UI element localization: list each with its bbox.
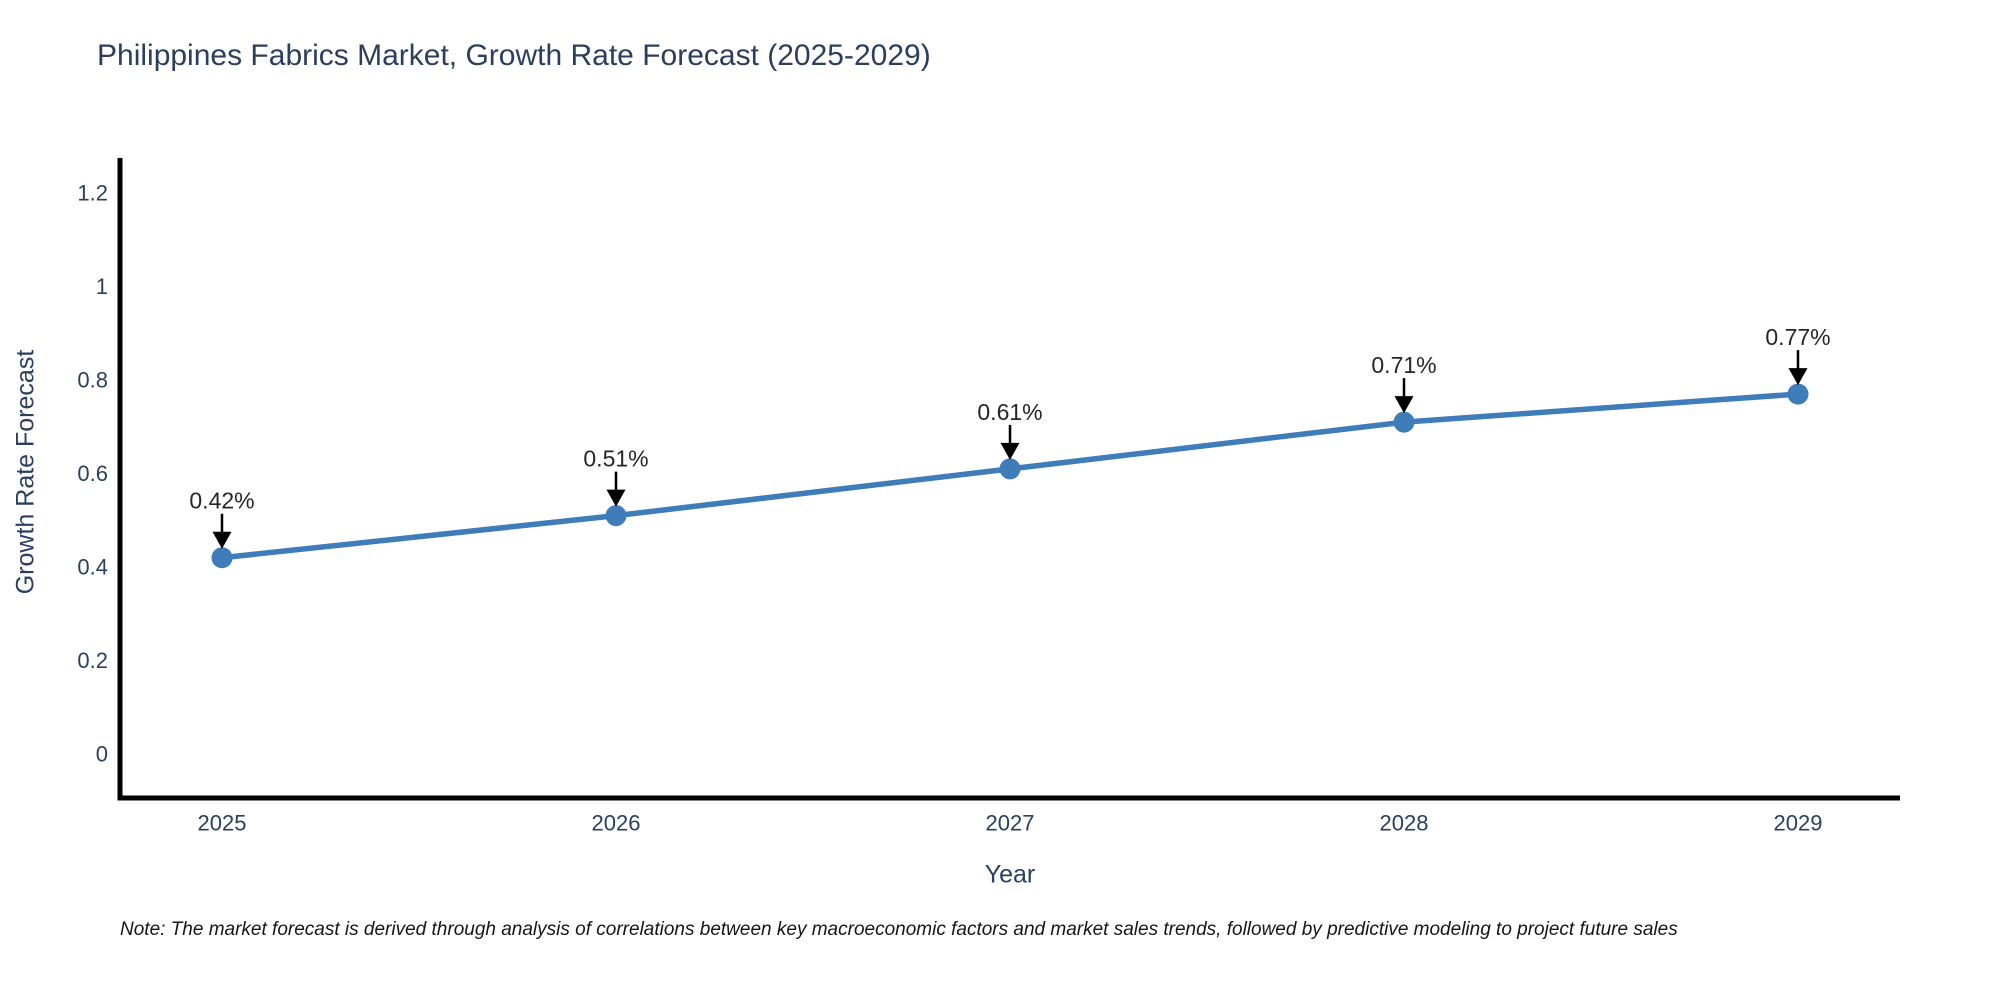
data-point-marker — [999, 458, 1021, 480]
x-tick-label: 2027 — [986, 811, 1035, 836]
y-tick-label: 0.4 — [77, 555, 108, 580]
y-tick-label: 1 — [96, 274, 108, 299]
x-tick-label: 2026 — [592, 811, 641, 836]
data-point-marker — [1787, 383, 1809, 405]
y-tick-label: 1.2 — [77, 181, 108, 206]
data-point-marker — [605, 505, 627, 527]
y-tick-label: 0 — [96, 742, 108, 767]
x-tick-label: 2029 — [1774, 811, 1823, 836]
annotation-arrow-head — [212, 531, 232, 549]
y-tick-label: 0.6 — [77, 461, 108, 486]
data-point-label: 0.61% — [977, 399, 1042, 425]
data-point-label: 0.71% — [1371, 352, 1436, 378]
data-point-marker — [1393, 411, 1415, 433]
annotation-arrow-head — [1000, 442, 1020, 460]
footnote: Note: The market forecast is derived thr… — [120, 919, 1678, 940]
x-axis-title: Year — [984, 860, 1036, 889]
x-tick-label: 2025 — [198, 811, 247, 836]
y-tick-label: 0.2 — [77, 648, 108, 673]
chart-title: Philippines Fabrics Market, Growth Rate … — [97, 39, 931, 72]
data-point-label: 0.77% — [1765, 324, 1830, 350]
data-point-label: 0.51% — [583, 446, 648, 472]
annotation-arrow-head — [1788, 368, 1808, 386]
data-point-marker — [211, 547, 233, 569]
annotation-arrow-head — [1394, 396, 1414, 414]
y-tick-label: 0.8 — [77, 368, 108, 393]
annotation-arrow-head — [606, 489, 626, 507]
x-tick-label: 2028 — [1380, 811, 1429, 836]
data-point-label: 0.42% — [189, 488, 254, 514]
